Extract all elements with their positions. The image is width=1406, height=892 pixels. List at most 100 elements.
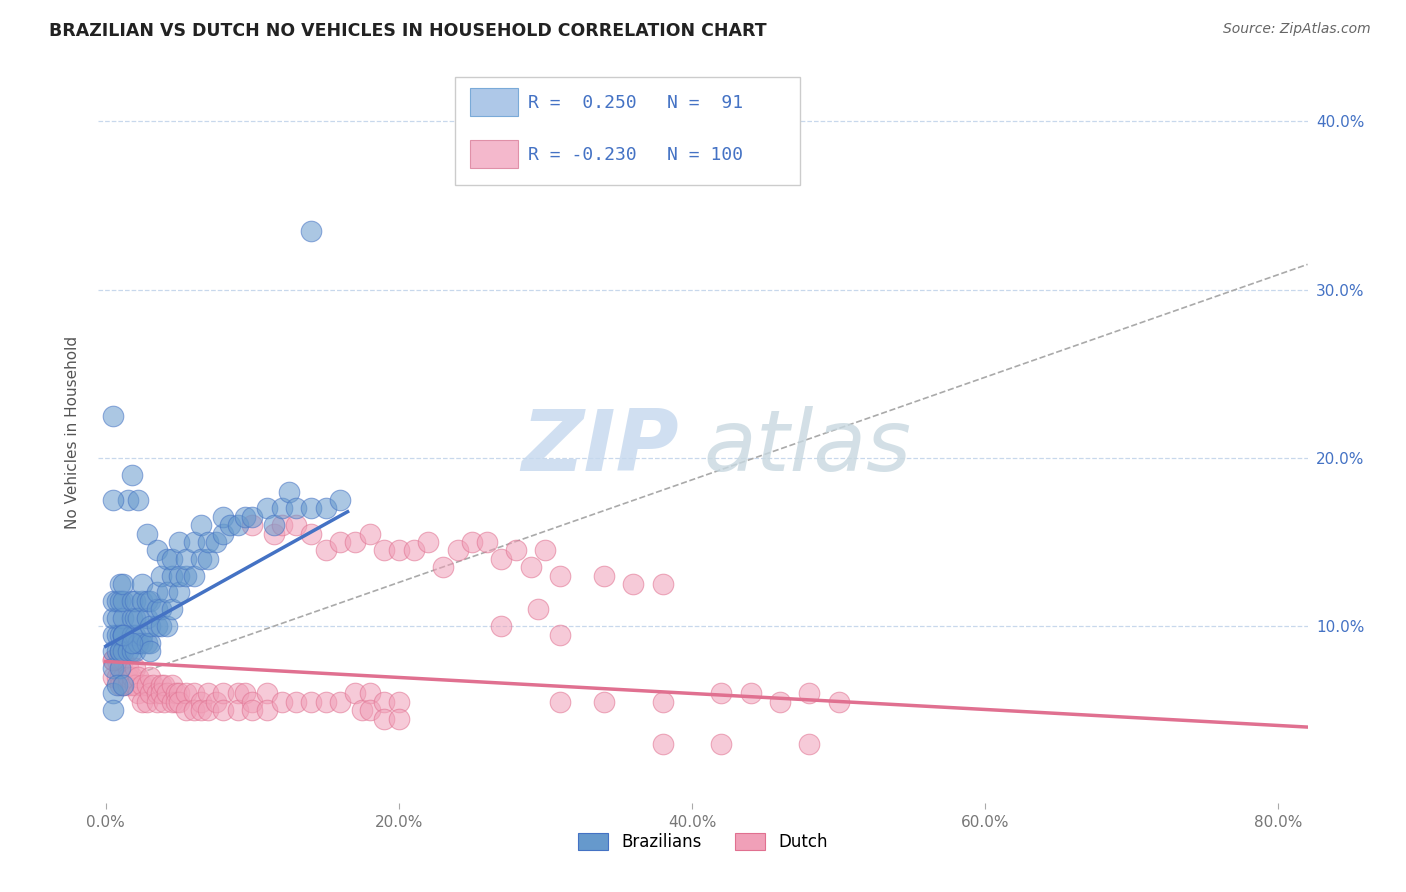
Point: [402, 543, 425, 558]
Point: [197, 686, 219, 700]
Point: [112, 627, 135, 641]
Point: [548, 568, 571, 582]
Point: [373, 712, 395, 726]
Point: [299, 501, 322, 516]
Point: [240, 695, 263, 709]
Point: [135, 678, 157, 692]
Text: N =  91: N = 91: [666, 95, 742, 112]
Point: [160, 678, 183, 692]
Point: [107, 678, 129, 692]
Point: [167, 686, 190, 700]
Point: [190, 551, 212, 566]
Point: [278, 484, 301, 499]
Point: [101, 653, 124, 667]
Point: [138, 670, 160, 684]
Point: [212, 703, 235, 717]
Point: [176, 568, 198, 582]
Point: [101, 670, 124, 684]
Point: [121, 644, 143, 658]
Point: [101, 644, 124, 658]
Point: [548, 627, 571, 641]
Point: [131, 594, 153, 608]
Point: [121, 610, 143, 624]
Point: [212, 509, 235, 524]
Point: [150, 686, 173, 700]
Point: [121, 670, 143, 684]
Point: [110, 644, 132, 658]
Point: [593, 695, 616, 709]
Point: [233, 686, 256, 700]
Point: [520, 560, 543, 574]
Point: [117, 670, 139, 684]
Point: [299, 224, 322, 238]
Point: [112, 627, 135, 641]
Point: [240, 518, 263, 533]
Point: [343, 686, 366, 700]
Point: [124, 610, 146, 624]
Point: [183, 568, 205, 582]
Point: [373, 543, 395, 558]
Point: [156, 619, 179, 633]
Point: [131, 695, 153, 709]
Point: [285, 695, 308, 709]
Point: [240, 509, 263, 524]
Point: [146, 585, 169, 599]
Point: [121, 678, 143, 692]
Point: [112, 594, 135, 608]
Point: [329, 535, 352, 549]
Point: [226, 686, 249, 700]
Text: R =  0.250: R = 0.250: [527, 95, 637, 112]
Point: [135, 594, 157, 608]
Point: [127, 636, 149, 650]
Point: [121, 594, 143, 608]
Point: [256, 501, 278, 516]
Point: [135, 526, 157, 541]
Point: [176, 551, 198, 566]
Point: [110, 594, 132, 608]
Point: [112, 644, 135, 658]
Point: [146, 602, 169, 616]
Point: [491, 619, 513, 633]
Point: [112, 678, 135, 692]
Point: [475, 535, 498, 549]
Point: [359, 703, 381, 717]
Legend: Brazilians, Dutch: Brazilians, Dutch: [571, 826, 835, 857]
Point: [740, 686, 762, 700]
Point: [135, 610, 157, 624]
Point: [121, 636, 143, 650]
Point: [299, 526, 322, 541]
Point: [112, 627, 135, 641]
Text: ZIP: ZIP: [522, 406, 679, 489]
Point: [388, 543, 411, 558]
Point: [176, 686, 198, 700]
Point: [110, 670, 132, 684]
Point: [135, 695, 157, 709]
Point: [124, 594, 146, 608]
Point: [315, 543, 337, 558]
Point: [621, 577, 644, 591]
Point: [190, 703, 212, 717]
Point: [710, 686, 733, 700]
Text: atlas: atlas: [703, 406, 911, 489]
Point: [110, 627, 132, 641]
Point: [124, 661, 146, 675]
Point: [167, 535, 190, 549]
FancyBboxPatch shape: [456, 78, 800, 185]
FancyBboxPatch shape: [470, 140, 517, 169]
Point: [117, 644, 139, 658]
Point: [190, 518, 212, 533]
Point: [343, 535, 366, 549]
Point: [110, 661, 132, 675]
Point: [142, 678, 165, 692]
Point: [101, 594, 124, 608]
Point: [112, 670, 135, 684]
Point: [150, 678, 173, 692]
Point: [204, 535, 226, 549]
Point: [359, 686, 381, 700]
Point: [101, 703, 124, 717]
Point: [183, 686, 205, 700]
Point: [107, 644, 129, 658]
Point: [135, 636, 157, 650]
Point: [127, 492, 149, 507]
Point: [388, 712, 411, 726]
